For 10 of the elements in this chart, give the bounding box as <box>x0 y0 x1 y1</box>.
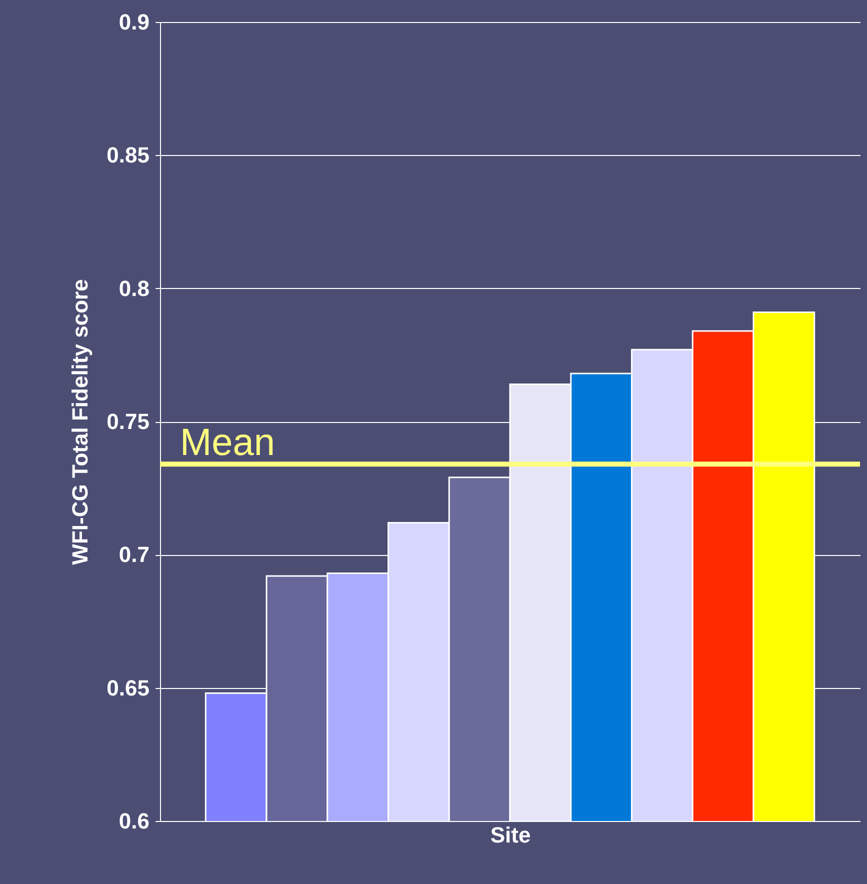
ref-line-label: Mean <box>180 422 276 464</box>
y-tick-label: 0.6 <box>118 808 150 834</box>
y-tick-label: 0.8 <box>118 276 150 301</box>
y-tick-label: 0.75 <box>106 409 150 434</box>
y-tick-label: 0.85 <box>106 142 150 168</box>
y-axis-title: WFI-CG Total Fidelity score <box>68 279 93 565</box>
y-tick-label: 0.9 <box>118 10 150 34</box>
y-tick-label: 0.7 <box>118 542 150 568</box>
y-tick-label: 0.65 <box>106 675 150 700</box>
x-axis-title: Site <box>490 822 531 848</box>
